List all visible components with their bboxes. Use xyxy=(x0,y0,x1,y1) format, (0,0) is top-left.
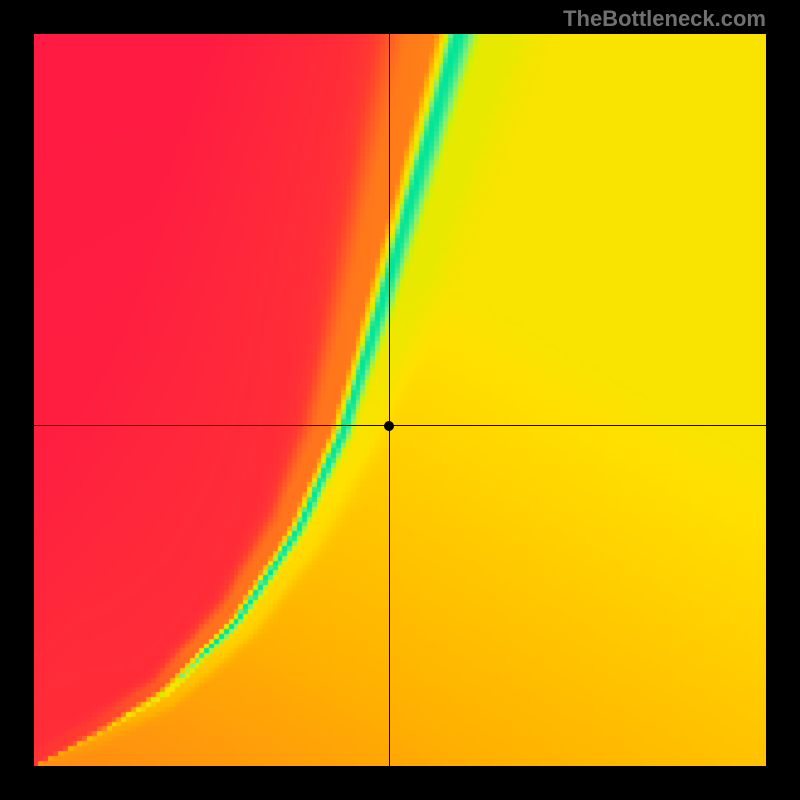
watermark-text: TheBottleneck.com xyxy=(563,6,766,32)
crosshair-horizontal xyxy=(34,425,766,426)
crosshair-vertical xyxy=(389,34,390,766)
heatmap-canvas xyxy=(34,34,766,766)
marker-dot xyxy=(384,421,394,431)
chart-container: TheBottleneck.com xyxy=(0,0,800,800)
